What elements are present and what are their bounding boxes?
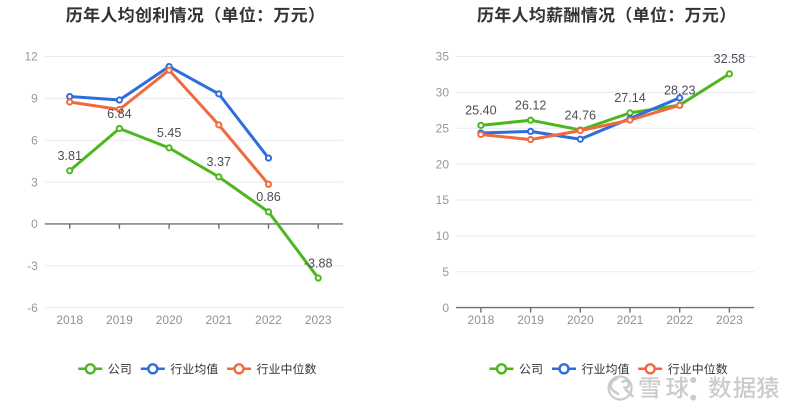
svg-text:0.86: 0.86 [256,190,281,204]
svg-text:2020: 2020 [156,313,183,327]
svg-text:6: 6 [31,133,38,147]
svg-text:2022: 2022 [255,313,282,327]
svg-text:20: 20 [436,157,450,171]
svg-text:2018: 2018 [56,313,83,327]
svg-text:6.84: 6.84 [107,107,132,121]
svg-text:25: 25 [436,121,450,135]
svg-text:2023: 2023 [305,313,332,327]
svg-text:27.14: 27.14 [614,91,646,105]
svg-text:5: 5 [442,265,449,279]
svg-text:10: 10 [436,229,450,243]
svg-text:2022: 2022 [666,313,693,327]
svg-text:9: 9 [31,92,38,106]
svg-text:15: 15 [436,193,450,207]
svg-text:3.37: 3.37 [207,155,232,169]
svg-text:-3: -3 [27,259,38,273]
svg-text:30: 30 [436,86,450,100]
svg-text:3: 3 [31,175,38,189]
svg-text:-6: -6 [27,301,38,315]
svg-text:2023: 2023 [716,313,743,327]
svg-text:28.23: 28.23 [664,83,696,97]
svg-text:24.76: 24.76 [565,108,597,122]
svg-text:0: 0 [31,217,38,231]
svg-text:2018: 2018 [468,313,495,327]
svg-text:5.45: 5.45 [157,126,182,140]
svg-text:25.40: 25.40 [465,104,497,118]
svg-text:0: 0 [442,301,449,315]
svg-text:2020: 2020 [567,313,594,327]
svg-text:35: 35 [436,50,450,64]
svg-text:32.58: 32.58 [714,52,746,66]
svg-text:2021: 2021 [617,313,644,327]
svg-text:-3.88: -3.88 [304,256,333,270]
svg-text:26.12: 26.12 [515,99,547,113]
svg-text:2019: 2019 [517,313,544,327]
svg-text:12: 12 [24,50,38,64]
svg-text:2019: 2019 [106,313,133,327]
svg-text:3.81: 3.81 [57,149,82,163]
svg-text:2021: 2021 [205,313,232,327]
